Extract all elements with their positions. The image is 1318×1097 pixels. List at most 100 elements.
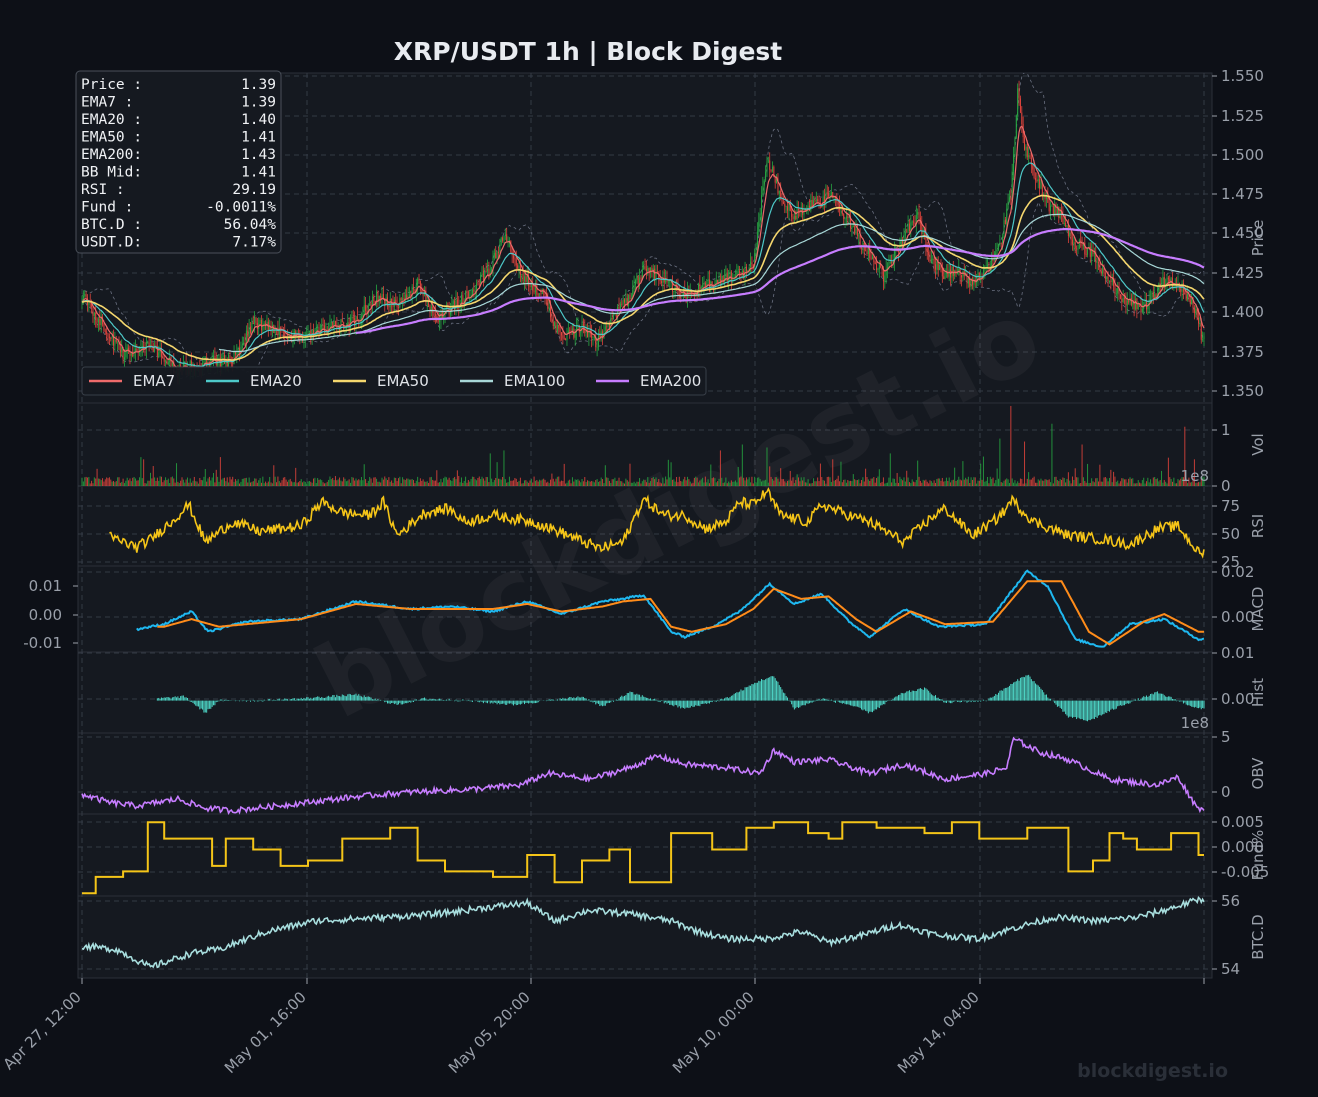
hist-bar [995,693,997,701]
candle-body [1126,300,1128,306]
volume-bar [551,473,553,486]
volume-bar [369,476,371,486]
volume-bar [378,481,380,486]
hist-bar [559,698,561,701]
hist-bar [996,694,998,701]
candle-body [111,336,113,339]
legend-item: EMA200 [640,372,701,390]
hist-bar [745,687,747,701]
candle-body [767,160,769,162]
volume-bar [1158,481,1160,486]
candle-body [887,266,889,270]
candle-body [1199,322,1201,324]
volume-bar [86,477,88,486]
hist-bar [395,700,397,704]
candle-body [522,274,524,282]
volume-bar [778,481,780,486]
volume-bar [581,478,583,486]
hist-bar [684,700,686,709]
volume-bar [608,480,610,486]
candle-body [1008,197,1010,202]
hist-bar [843,700,845,704]
candle-body [117,341,119,343]
legend-frame [81,366,707,396]
volume-bar [730,480,732,486]
candle-body [585,331,587,333]
hist-bar [1188,700,1190,706]
hist-bar [204,700,206,713]
volume-bar [1107,481,1109,486]
candle-body [451,304,453,311]
volume-bar [293,482,295,486]
candle-body [803,209,805,215]
volume-bar [207,478,209,486]
hist-bar [628,693,630,701]
hist-bar [907,691,909,701]
volume-bar [632,482,634,486]
candle-body [829,195,831,197]
candle-body [892,262,894,264]
candle-body [262,324,264,331]
hist-bar [552,699,554,701]
hist-bar [1093,700,1095,720]
volume-bar [458,475,460,486]
volume-bar [825,483,827,486]
candle-body [171,362,173,366]
volume-bar [1095,478,1097,486]
volume-bar [269,476,271,486]
volume-bar [628,481,630,486]
info-label: Price : [81,77,142,93]
volume-bar [630,482,632,486]
candle-body [437,320,439,322]
candle-body [326,330,328,335]
xtick-label: May 05, 20:00 [445,988,534,1077]
ylabel-price: Price [1249,220,1267,257]
volume-bar [808,483,810,486]
candle-body [619,303,621,312]
hist-bar [499,700,501,705]
hist-bar [355,693,357,701]
hist-bar [573,697,575,701]
volume-bar [821,477,823,486]
volume-bar [845,482,847,486]
volume-bar [1106,478,1108,486]
hist-bar [303,697,305,701]
candle-body [852,225,854,227]
hist-bar [466,700,468,702]
hist-bar [325,697,327,701]
candle-body [1034,177,1036,181]
volume-bar [1100,481,1102,486]
hist-bar [782,692,784,701]
candle-body [250,326,252,334]
candle-body [998,244,1000,251]
hist-bar [781,689,783,701]
hist-bar [421,698,423,701]
hist-bar [682,700,684,708]
candle-body [91,303,93,308]
volume-bar [541,479,543,486]
hist-bar [989,697,991,701]
hist-bar [940,699,942,701]
candle-body [851,226,853,229]
candle-body [248,326,250,337]
candle-body [1003,220,1005,237]
volume-bar [1198,482,1200,486]
volume-bar [839,481,841,486]
volume-bar [248,477,250,486]
hist-bar [1073,700,1075,718]
ytick-label-rsi: 50 [1221,525,1240,543]
volume-bar [508,476,510,486]
volume-bar [837,475,839,486]
volume-bar [1000,482,1002,486]
volume-bar [471,476,473,486]
hist-bar [495,700,497,703]
volume-bar [100,480,102,486]
hist-bar [545,700,547,702]
hist-bar [706,700,708,704]
hist-bar [245,700,247,702]
volume-bar [104,479,106,486]
volume-bar [922,479,924,486]
candle-body [822,196,824,207]
hist-bar [674,700,676,705]
candle-body [302,336,304,342]
